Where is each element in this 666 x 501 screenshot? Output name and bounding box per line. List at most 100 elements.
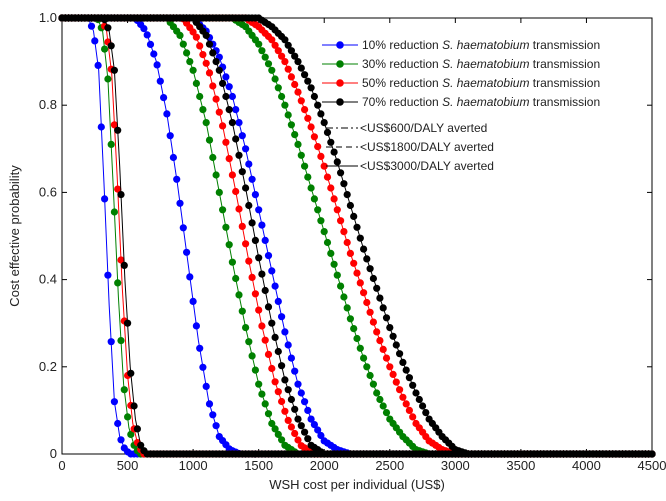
data-point	[376, 337, 384, 345]
x-tick-label: 4000	[572, 458, 601, 473]
data-point	[242, 145, 250, 153]
data-point	[409, 413, 417, 421]
data-point	[405, 406, 413, 414]
data-point	[291, 405, 299, 413]
data-point	[337, 169, 345, 177]
data-point	[304, 173, 312, 181]
data-point	[264, 350, 273, 358]
data-point	[301, 398, 309, 406]
data-point	[114, 419, 122, 428]
data-point	[160, 94, 168, 102]
data-point	[366, 265, 374, 273]
data-point	[278, 362, 286, 370]
series-lines	[58, 14, 656, 458]
legend-label-suffix: transmission	[529, 38, 600, 52]
x-tick-label: 3000	[441, 458, 470, 473]
data-point	[199, 51, 207, 59]
legend-swatch-marker	[336, 41, 344, 49]
data-point	[225, 83, 233, 91]
data-point	[238, 168, 246, 176]
data-point	[268, 267, 276, 275]
data-point	[291, 367, 299, 375]
x-axis-title: WSH cost per individual (US$)	[269, 477, 445, 492]
data-point	[110, 121, 118, 129]
data-point	[268, 319, 276, 327]
legend-label-species: S. haematobium	[442, 38, 529, 52]
data-point	[248, 352, 256, 360]
y-tick-label: 1.0	[39, 10, 57, 25]
x-tick-label: 500	[117, 458, 139, 473]
data-point	[196, 92, 204, 101]
data-point	[379, 304, 387, 312]
data-point	[212, 58, 220, 66]
data-point	[284, 111, 292, 119]
data-point	[323, 173, 332, 181]
x-tick-label: 1000	[179, 458, 208, 473]
data-point	[307, 84, 315, 92]
data-point	[399, 358, 407, 366]
data-point	[314, 206, 322, 214]
data-point	[281, 328, 289, 336]
data-point	[346, 315, 354, 323]
data-point	[255, 206, 263, 214]
data-point	[232, 187, 240, 196]
data-point	[202, 382, 210, 390]
data-point	[235, 205, 243, 213]
data-point	[307, 184, 315, 192]
data-point	[274, 84, 282, 92]
data-point	[124, 319, 132, 327]
data-point	[356, 279, 364, 287]
data-point	[304, 406, 312, 414]
data-point	[117, 191, 125, 199]
data-point	[376, 294, 384, 302]
data-point	[278, 436, 286, 444]
data-point	[294, 88, 302, 96]
data-point	[176, 31, 184, 39]
legend-threshold-label: <US$600/DALY averted	[360, 121, 487, 135]
data-point	[271, 75, 279, 83]
data-point	[251, 236, 259, 244]
data-point	[287, 354, 295, 362]
data-point	[150, 50, 158, 58]
data-point	[258, 221, 266, 229]
data-point	[232, 274, 240, 283]
data-point	[192, 79, 200, 87]
data-point	[235, 291, 243, 299]
data-point	[373, 328, 381, 336]
data-point	[189, 297, 197, 305]
data-point	[366, 308, 374, 316]
data-point	[222, 73, 230, 81]
data-point	[307, 123, 315, 131]
data-point	[166, 132, 174, 140]
data-point	[287, 47, 295, 55]
data-point	[268, 364, 276, 373]
data-point	[127, 430, 135, 438]
data-point	[251, 290, 259, 298]
data-point	[274, 47, 282, 55]
data-point	[274, 347, 282, 356]
data-point	[419, 402, 427, 410]
x-tick-label: 1500	[244, 458, 273, 473]
legend-label-species: S. haematobium	[442, 57, 529, 71]
data-point	[271, 378, 279, 386]
data-point	[179, 224, 187, 232]
data-point	[373, 284, 381, 292]
data-point	[242, 184, 250, 192]
data-point	[114, 126, 122, 134]
data-point	[127, 369, 135, 377]
data-point	[225, 106, 233, 114]
data-point	[110, 398, 118, 406]
x-tick-label: 0	[58, 458, 65, 473]
data-point	[248, 273, 256, 281]
data-point	[189, 28, 197, 36]
data-point	[117, 256, 125, 264]
data-point	[235, 151, 243, 159]
data-point	[405, 374, 413, 382]
data-point	[409, 381, 417, 389]
data-point	[255, 306, 263, 314]
data-point	[199, 363, 207, 371]
legend-label-suffix: transmission	[529, 57, 600, 71]
data-point	[340, 293, 348, 301]
data-point	[87, 22, 96, 30]
x-tick-label: 3500	[506, 458, 535, 473]
